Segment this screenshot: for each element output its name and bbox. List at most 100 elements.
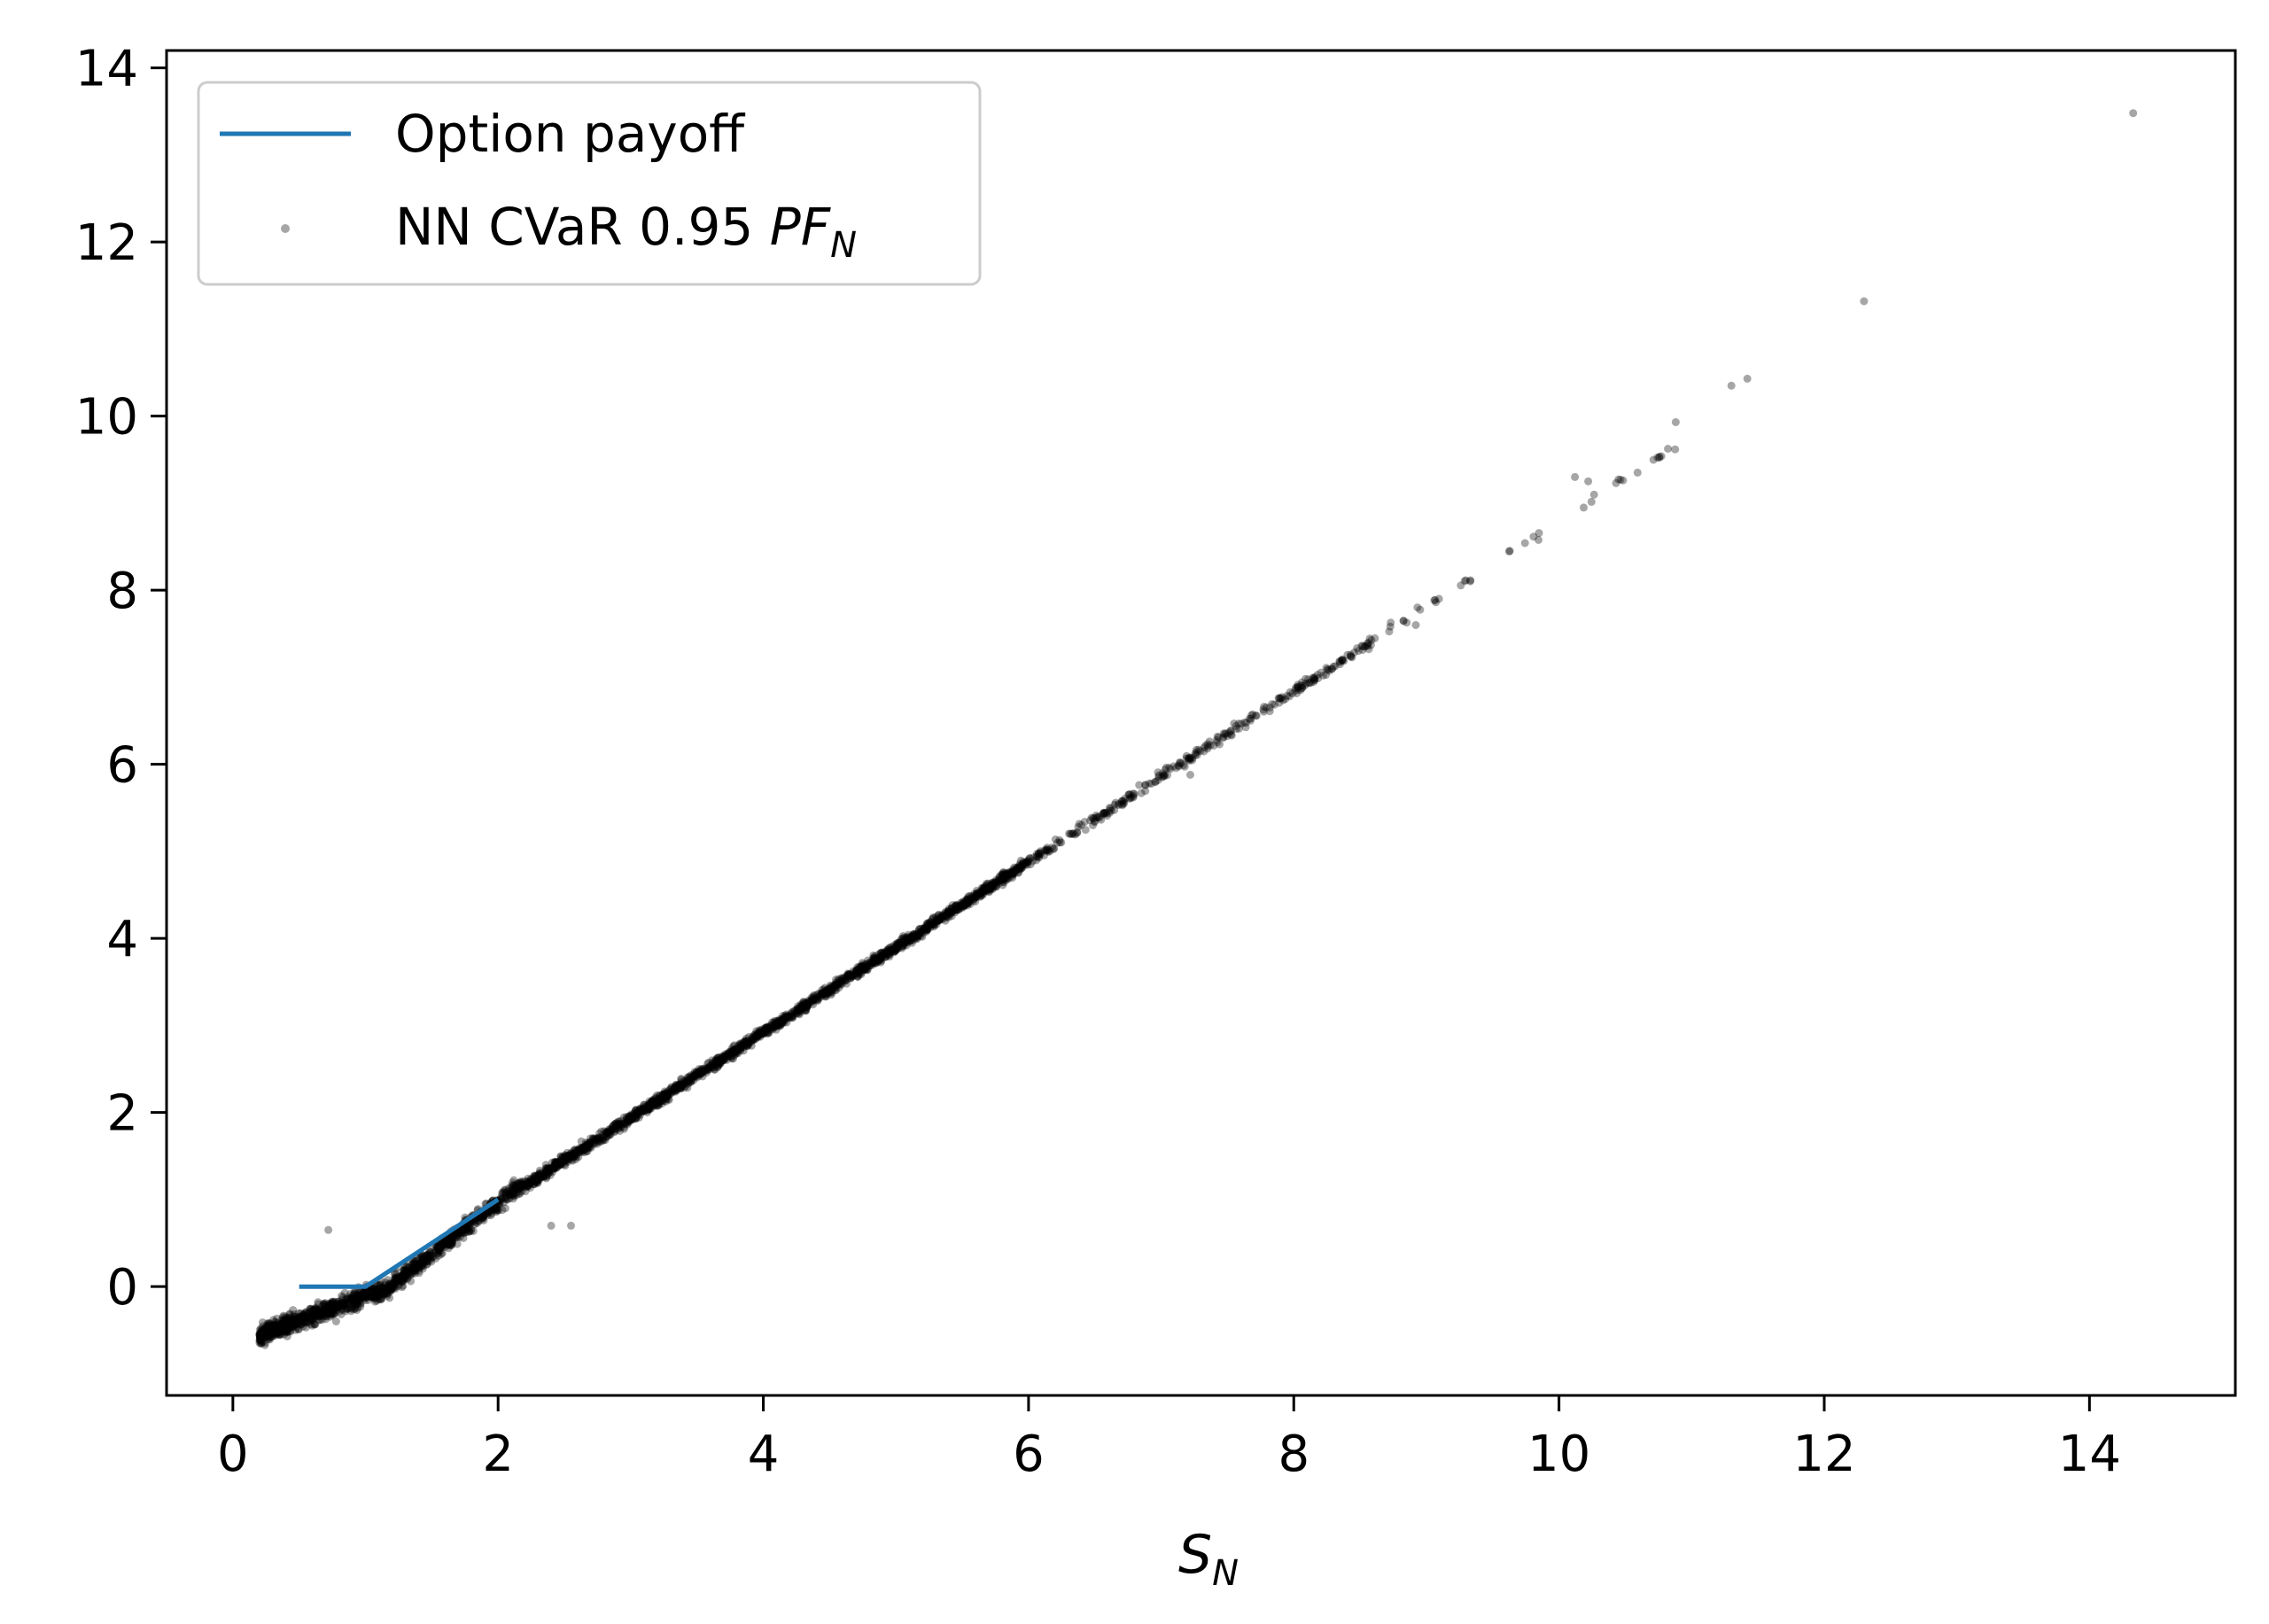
scatter-point: [278, 1327, 286, 1336]
scatter-point: [999, 878, 1008, 887]
scatter-point: [827, 989, 835, 998]
scatter-point: [259, 1318, 267, 1327]
scatter-point: [398, 1276, 407, 1285]
scatter-point: [369, 1287, 378, 1296]
scatter-point: [774, 1018, 782, 1027]
scatter-point: [757, 1028, 765, 1037]
scatter-point: [1165, 764, 1173, 772]
scatter-point: [997, 870, 1006, 879]
scatter-point: [887, 948, 896, 957]
scatter-point: [310, 1312, 319, 1321]
scatter-point: [386, 1279, 395, 1288]
scatter-point: [452, 1230, 461, 1239]
scatter-point: [809, 996, 817, 1005]
scatter-point: [895, 938, 904, 947]
scatter-point: [286, 1313, 295, 1322]
scatter-point: [399, 1266, 408, 1275]
scatter-point: [330, 1301, 339, 1309]
scatter-point: [546, 1165, 555, 1174]
scatter-point: [750, 1030, 758, 1039]
scatter-point: [655, 1094, 664, 1103]
scatter-point: [650, 1100, 658, 1109]
scatter-point: [1034, 849, 1043, 858]
scatter-point: [279, 1321, 288, 1329]
scatter-point: [1338, 657, 1346, 665]
scatter-point: [315, 1309, 324, 1318]
scatter-point: [550, 1163, 559, 1172]
scatter-point: [804, 998, 812, 1007]
scatter-point: [916, 931, 925, 940]
scatter-point: [352, 1294, 361, 1303]
scatter-point: [383, 1286, 392, 1295]
scatter-point: [848, 970, 857, 978]
scatter-point: [926, 917, 935, 926]
scatter-point: [614, 1121, 623, 1129]
scatter-point: [736, 1042, 745, 1051]
scatter-point: [1003, 874, 1012, 882]
scatter-point: [393, 1276, 402, 1285]
scatter-point: [705, 1065, 714, 1074]
scatter-point: [515, 1190, 524, 1199]
scatter-point: [512, 1185, 521, 1193]
scatter-point: [711, 1055, 720, 1064]
scatter-point: [256, 1337, 265, 1346]
scatter-point: [1365, 634, 1374, 643]
scatter-point: [844, 970, 853, 979]
scatter-point: [826, 986, 835, 995]
scatter-point: [342, 1304, 351, 1313]
scatter-point: [296, 1309, 305, 1317]
scatter-point: [945, 909, 954, 918]
scatter-point: [777, 1017, 786, 1026]
scatter-point: [1018, 860, 1027, 868]
scatter-point: [1053, 838, 1061, 847]
legend: Option payoff NN CVaR 0.95 PFN: [197, 81, 982, 286]
scatter-point: [853, 966, 862, 975]
scatter-point: [706, 1063, 715, 1072]
scatter-point: [739, 1038, 748, 1047]
scatter-point: [1110, 805, 1119, 814]
scatter-point: [350, 1288, 359, 1297]
scatter-point: [321, 1308, 330, 1317]
scatter-point: [1535, 529, 1543, 538]
scatter-point: [714, 1061, 723, 1069]
scatter-point: [286, 1317, 295, 1326]
scatter-point: [404, 1263, 413, 1272]
scatter-point: [892, 942, 901, 951]
scatter-point: [341, 1307, 350, 1316]
scatter-point: [447, 1233, 456, 1242]
scatter-point: [703, 1063, 712, 1072]
scatter-point: [271, 1325, 280, 1334]
scatter-point: [1005, 874, 1014, 883]
scatter-point: [627, 1112, 635, 1121]
scatter-point: [943, 913, 952, 921]
scatter-point: [330, 1302, 338, 1310]
scatter-point: [1247, 716, 1255, 725]
scatter-point: [676, 1084, 685, 1092]
scatter-point: [828, 986, 836, 994]
scatter-point: [848, 969, 856, 978]
scatter-point: [904, 936, 913, 944]
scatter-point: [433, 1242, 442, 1251]
scatter-point: [729, 1054, 737, 1063]
scatter-point: [307, 1320, 315, 1328]
scatter-point: [561, 1152, 570, 1161]
scatter-point: [1048, 843, 1056, 851]
scatter-point: [1296, 681, 1305, 690]
scatter-point: [776, 1016, 785, 1025]
scatter-point: [952, 901, 960, 910]
scatter-point: [924, 921, 932, 930]
scatter-point: [897, 941, 906, 950]
scatter-point: [990, 881, 999, 890]
scatter-point: [587, 1143, 595, 1152]
scatter-point: [587, 1138, 596, 1146]
scatter-point: [951, 905, 960, 914]
scatter-point: [984, 884, 993, 893]
scatter-point: [976, 890, 985, 898]
scatter-point: [1137, 789, 1146, 797]
scatter-point: [559, 1153, 568, 1162]
scatter-point: [272, 1323, 281, 1332]
scatter-point: [733, 1047, 741, 1056]
scatter-point: [439, 1242, 447, 1251]
scatter-point: [602, 1133, 610, 1142]
